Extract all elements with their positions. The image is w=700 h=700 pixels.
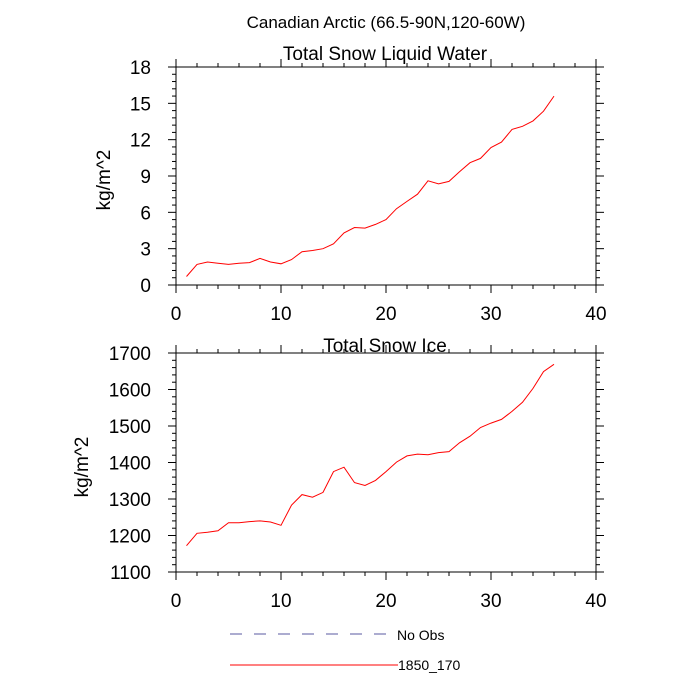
y-tick-label: 1200 (109, 527, 151, 548)
y-tick-label: 15 (130, 94, 151, 115)
y-tick-label: 3 (140, 240, 151, 261)
figure-suptitle: Canadian Arctic (66.5-90N,120-60W) (247, 13, 526, 32)
plot-frame (175, 66, 597, 286)
x-tick-label: 0 (171, 304, 182, 325)
y-tick-label: 18 (130, 58, 151, 79)
plot-frame (175, 352, 597, 573)
chart-title: Total Snow Liquid Water (283, 44, 488, 65)
x-tick-label: 10 (270, 304, 291, 325)
x-tick-label: 40 (585, 304, 606, 325)
y-tick-label: 0 (140, 276, 151, 297)
y-tick-label: 1100 (110, 563, 151, 584)
y-tick-label: 9 (140, 167, 151, 188)
y-tick-label: 1600 (109, 381, 151, 402)
x-tick-label: 30 (480, 591, 501, 612)
y-tick-label: 6 (140, 203, 151, 224)
legend-label-1850-170: 1850_170 (398, 657, 461, 673)
chart-title: Total Snow Ice (323, 336, 447, 357)
x-tick-label: 10 (270, 591, 291, 612)
series-line-1850-170 (186, 363, 555, 547)
x-tick-label: 40 (585, 591, 606, 612)
y-tick-label: 12 (130, 131, 151, 152)
x-tick-label: 30 (480, 304, 501, 325)
y-tick-label: 1500 (109, 417, 151, 438)
y-tick-label: 1700 (109, 344, 151, 365)
legend: No Obs 1850_170 (230, 627, 461, 673)
x-tick-label: 20 (375, 304, 396, 325)
legend-label-no-obs: No Obs (397, 627, 444, 643)
y-tick-label: 1300 (109, 490, 151, 511)
x-tick-label: 0 (171, 591, 182, 612)
series-line-1850-170 (186, 95, 555, 277)
panel-snow-ice: Total Snow Ice kg/m^2 0 10 20 30 40 1100 1200 1… (72, 336, 607, 612)
panel-snow-liquid-water: Total Snow Liquid Water kg/m^2 0 10 20 30 40… (94, 44, 607, 325)
y-tick-label: 1400 (109, 454, 151, 475)
y-axis-label: kg/m^2 (94, 150, 115, 211)
x-tick-label: 20 (375, 591, 396, 612)
y-axis-label: kg/m^2 (72, 437, 93, 498)
